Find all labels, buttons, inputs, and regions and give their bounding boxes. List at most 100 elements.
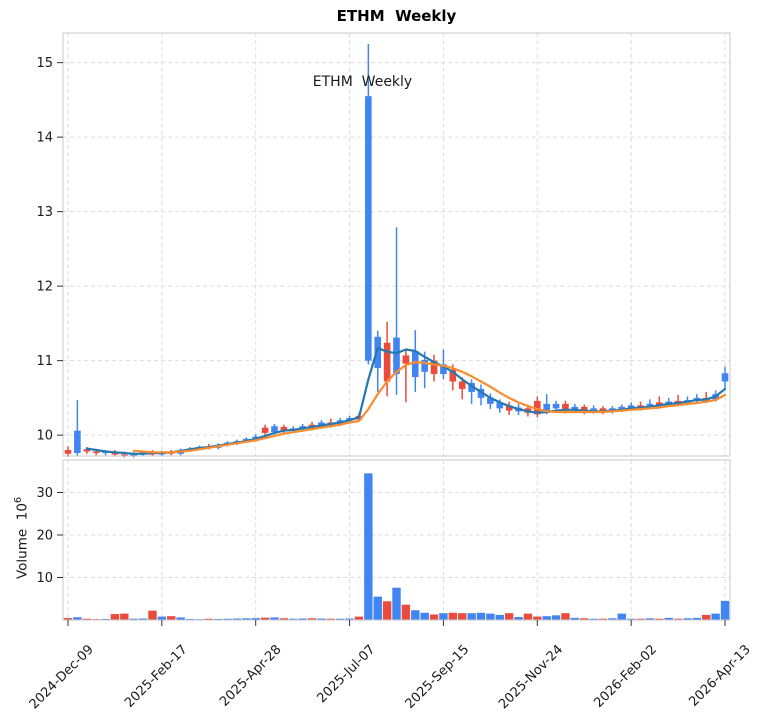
volume-bar [476,612,486,620]
volume-bar [335,618,345,620]
up-candle-body [421,359,428,372]
down-candle-body [562,403,569,410]
volume-bar [326,618,336,620]
volume-bar [185,618,195,620]
down-candle-body [505,405,513,411]
volume-bar [345,618,354,620]
volume-bar [242,618,251,620]
volume-bar [580,618,589,620]
volume-bar [82,618,91,620]
up-candle-body [552,403,560,409]
volume-bar [561,613,570,620]
volume-bar [702,614,711,620]
volume-bar [420,612,429,620]
volume-exponent: 6 [13,496,24,504]
volume-bar [570,617,580,620]
volume-bar [551,615,561,620]
down-candle-body [402,355,410,364]
volume-bar [439,613,448,620]
up-candle-body [543,403,550,413]
volume-bar [73,617,82,620]
volume-bar [270,617,279,620]
volume-bar [373,596,382,620]
up-candle-body [496,402,504,409]
up-candle-body [365,96,372,361]
price-tick-label: 10 [36,429,53,444]
volume-bar [514,617,523,620]
down-candle-body [83,449,91,452]
volume-tick-label: 20 [36,529,53,544]
volume-bar [63,618,73,620]
volume-bar [354,616,364,620]
up-candle-body [440,364,447,375]
price-tick-label: 11 [36,354,53,369]
volume-bar [213,618,223,620]
volume-bar [223,618,232,620]
volume-bar [148,610,157,620]
volume-bar [504,613,514,620]
down-candle-body [261,427,269,433]
price-tick-label: 15 [36,56,53,71]
x-tick-label: 2025-Jul-07 [314,642,378,706]
volume-bar [589,618,598,620]
up-candle-body [74,430,81,454]
chart-title: ETHM Weekly [336,7,457,25]
x-tick-label: 2026-Feb-02 [591,642,660,711]
down-candle-body [92,451,100,454]
x-tick-label: 2025-Feb-17 [122,642,191,711]
volume-bar [467,613,476,620]
up-candle-body [627,405,635,409]
volume-bar [401,604,411,620]
volume-bar [692,617,702,620]
volume-bar [251,618,260,620]
volume-bar [232,618,242,620]
price-tick-label: 13 [36,205,53,220]
volume-axis-label: Volume 106 [13,496,31,580]
x-tick-label: 2025-Sep-15 [403,642,473,712]
up-candle-body [393,337,400,375]
volume-bar [673,618,683,620]
volume-bar [392,587,401,620]
down-candle-body [458,381,466,389]
candles [64,44,729,458]
volume-bar [167,616,176,620]
volume-bar [683,618,692,620]
volume-tick-label: 10 [36,571,53,586]
volume-bar [364,473,373,620]
volume-bar [495,614,504,620]
volume-bar [617,613,626,620]
down-candle-body [449,369,457,382]
volume-bar [411,610,420,620]
volume-bar [523,613,533,620]
up-candle-body [646,403,654,407]
up-candle-body [571,406,579,410]
volume-bars [63,473,730,620]
volume-bar [110,614,120,620]
down-candle-body [121,454,128,456]
up-candle-body [618,406,626,410]
volume-bar [626,618,636,620]
down-candle-body [280,426,288,431]
volume-bar [542,616,551,620]
up-candle-body [487,397,494,404]
volume-y-axis: 10 20 30 [36,486,63,586]
volume-bar [636,618,645,620]
volume-bar [645,618,655,620]
volume-bar [120,613,129,620]
x-axis: 2024-Dec-09 2025-Feb-17 2025-Apr-28 2025-Ju… [27,620,754,712]
down-candle-body [656,402,663,406]
down-candle-body [383,342,391,382]
volume-bar [129,618,138,620]
down-candle-body [430,360,438,375]
volume-bar [204,618,213,620]
volume-bar [382,601,392,620]
volume-bar [608,618,617,620]
volume-bar [664,617,673,620]
down-candle-body [64,450,72,454]
volume-bar [448,612,458,620]
volume-bar [307,618,317,620]
volume-bar [289,618,298,620]
volume-bar [458,613,467,620]
gridlines [63,33,730,620]
